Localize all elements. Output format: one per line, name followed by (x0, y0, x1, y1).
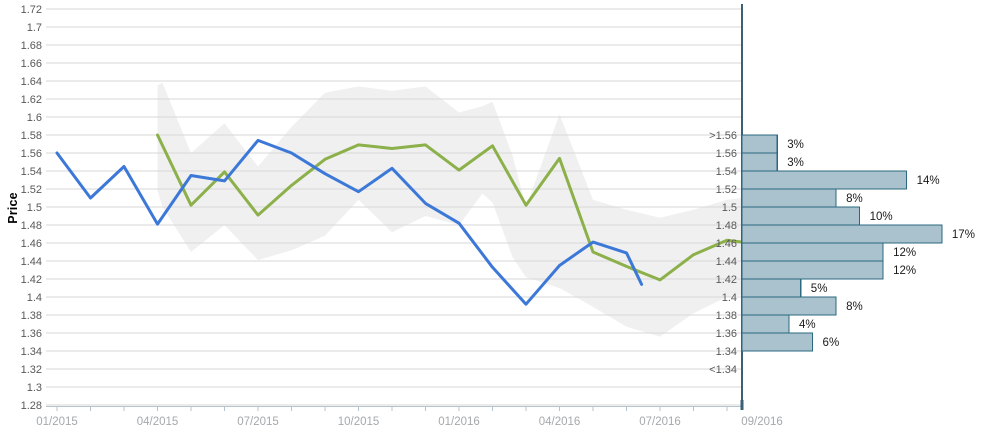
confidence-band (157, 82, 743, 337)
histogram-bin-label: 1.38 (716, 310, 737, 322)
histogram-bin-label: 1.42 (716, 274, 737, 286)
histogram-bar (741, 260, 884, 280)
histogram-bar (741, 314, 790, 334)
histogram-bin-label: 1.5 (722, 202, 737, 214)
x-tick-label-end: 09/2016 (741, 416, 783, 428)
x-tick-label: 04/2015 (137, 416, 179, 428)
y-axis-title: Price (6, 192, 20, 224)
histogram-pct-label: 17% (952, 229, 975, 241)
x-tick-label: 07/2015 (237, 416, 279, 428)
price-line (55, 138, 644, 306)
y-tick-label: 1.46 (21, 238, 42, 250)
y-tick-label: 1.3 (27, 382, 42, 394)
histogram-pct-label: 12% (893, 265, 916, 277)
histogram-bin-label: 1.44 (716, 256, 737, 268)
histogram-bar (741, 332, 814, 352)
y-tick-label: 1.42 (21, 274, 42, 286)
histogram-pct-label: 6% (823, 337, 840, 349)
x-tick-label: 07/2016 (639, 416, 681, 428)
y-tick-label: 1.72 (21, 4, 42, 16)
y-tick-label: 1.4 (27, 292, 42, 304)
y-tick-label: 1.66 (21, 58, 42, 70)
histogram-pct-label: 3% (787, 139, 804, 151)
y-tick-label: 1.48 (21, 220, 42, 232)
histogram-bin-label: 1.48 (716, 220, 737, 232)
histogram-pct-label: 3% (787, 157, 804, 169)
histogram-bin-label: >1.56 (709, 130, 737, 142)
y-tick-label: 1.62 (21, 94, 42, 106)
y-tick-label: 1.5 (27, 202, 42, 214)
histogram-bar (741, 152, 778, 172)
x-tick-label: 10/2015 (338, 416, 380, 428)
y-tick-label: 1.36 (21, 328, 42, 340)
y-tick-label: 1.6 (27, 112, 42, 124)
histogram-bin-label: 1.36 (716, 328, 737, 340)
histogram-pct-label: 8% (846, 301, 863, 313)
y-tick-label: 1.7 (27, 22, 42, 34)
histogram-bin-label: 1.4 (722, 292, 737, 304)
histogram-pct-label: 4% (799, 319, 816, 331)
histogram-bin-label: 1.54 (716, 166, 737, 178)
y-tick-label: 1.38 (21, 310, 42, 322)
histogram-pct-label: 8% (846, 193, 863, 205)
histogram-pct-label: 5% (811, 283, 828, 295)
y-tick-label: 1.44 (21, 256, 42, 268)
histogram-bin-label: 1.52 (716, 184, 737, 196)
histogram-bin-label: 1.46 (716, 238, 737, 250)
y-tick-label: 1.28 (21, 400, 42, 412)
x-tick-label: 01/2015 (36, 416, 78, 428)
histogram-bar (741, 224, 943, 244)
histogram-bar (741, 206, 861, 226)
x-tick-label: 04/2016 (539, 416, 581, 428)
y-tick-label: 1.58 (21, 130, 42, 142)
y-tick-label: 1.64 (21, 76, 42, 88)
y-tick-label: 1.32 (21, 364, 42, 376)
histogram-bar (741, 278, 802, 298)
histogram-bin-label: 1.56 (716, 148, 737, 160)
forecast-line (156, 133, 744, 282)
y-tick-label: 1.34 (21, 346, 42, 358)
histogram-bar (741, 242, 884, 262)
histogram-bar (741, 296, 837, 316)
y-tick-label: 1.54 (21, 166, 42, 178)
histogram-bar (741, 134, 778, 154)
histogram-pct-label: 10% (870, 211, 893, 223)
histogram-pct-label: 12% (893, 247, 916, 259)
x-tick-label: 01/2016 (438, 416, 480, 428)
histogram-pct-label: 14% (917, 175, 940, 187)
y-tick-label: 1.68 (21, 40, 42, 52)
histogram-bin-label: 1.34 (716, 346, 737, 358)
y-tick-label: 1.52 (21, 184, 42, 196)
y-tick-label: 1.56 (21, 148, 42, 160)
histogram-bar (741, 188, 837, 208)
histogram-bin-label: <1.34 (709, 364, 737, 376)
histogram-bar (741, 170, 908, 190)
